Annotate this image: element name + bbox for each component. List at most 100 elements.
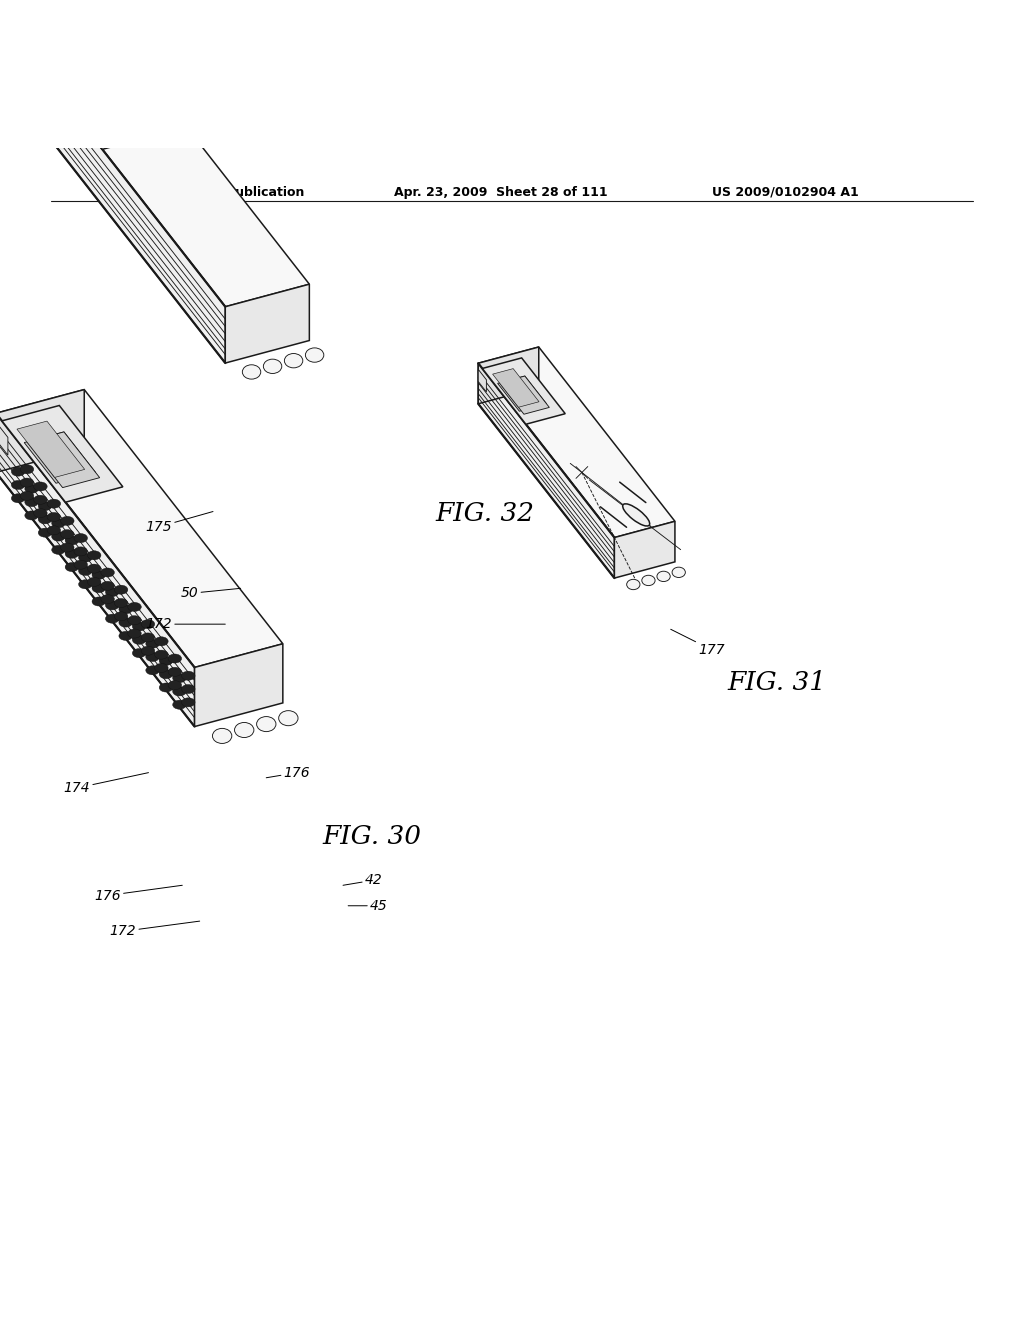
Ellipse shape — [642, 576, 655, 586]
Ellipse shape — [87, 564, 101, 573]
Polygon shape — [496, 381, 531, 411]
Ellipse shape — [87, 577, 101, 586]
Ellipse shape — [212, 729, 231, 743]
Ellipse shape — [155, 651, 168, 659]
Polygon shape — [22, 440, 74, 482]
Polygon shape — [0, 389, 84, 473]
Polygon shape — [482, 358, 565, 424]
Polygon shape — [225, 284, 309, 363]
Text: Apr. 23, 2009  Sheet 28 of 111: Apr. 23, 2009 Sheet 28 of 111 — [394, 186, 608, 198]
Ellipse shape — [623, 504, 649, 525]
Polygon shape — [498, 376, 547, 412]
Ellipse shape — [155, 664, 168, 672]
Ellipse shape — [132, 622, 145, 631]
Text: 176: 176 — [266, 766, 310, 780]
Ellipse shape — [51, 545, 66, 554]
Ellipse shape — [74, 546, 87, 556]
Ellipse shape — [257, 717, 275, 731]
Polygon shape — [2, 405, 123, 502]
Polygon shape — [17, 421, 85, 478]
Ellipse shape — [115, 585, 128, 594]
Ellipse shape — [115, 598, 128, 607]
Ellipse shape — [34, 482, 47, 491]
Polygon shape — [0, 389, 283, 668]
Ellipse shape — [141, 632, 155, 642]
Ellipse shape — [627, 579, 640, 590]
Polygon shape — [195, 644, 283, 726]
Ellipse shape — [672, 568, 685, 577]
Ellipse shape — [47, 512, 60, 521]
Ellipse shape — [119, 605, 132, 614]
Ellipse shape — [20, 478, 34, 487]
Ellipse shape — [285, 354, 303, 368]
Ellipse shape — [92, 583, 105, 593]
Polygon shape — [0, 422, 8, 455]
Ellipse shape — [279, 710, 298, 726]
Ellipse shape — [20, 465, 34, 474]
Ellipse shape — [168, 653, 181, 663]
Ellipse shape — [145, 639, 160, 648]
Ellipse shape — [155, 636, 168, 645]
Text: FIG. 31: FIG. 31 — [727, 671, 826, 696]
Text: 172: 172 — [145, 618, 225, 631]
Text: 176: 176 — [94, 886, 182, 903]
Text: Patent Application Publication: Patent Application Publication — [92, 186, 304, 198]
Ellipse shape — [145, 665, 160, 675]
Ellipse shape — [92, 570, 105, 579]
Text: 172: 172 — [110, 921, 200, 939]
Ellipse shape — [79, 553, 92, 562]
Ellipse shape — [74, 533, 87, 543]
Ellipse shape — [105, 587, 119, 597]
Ellipse shape — [100, 568, 115, 577]
Polygon shape — [478, 370, 486, 392]
Polygon shape — [500, 376, 549, 414]
Polygon shape — [56, 73, 121, 125]
Text: FIG. 32: FIG. 32 — [435, 502, 535, 527]
Ellipse shape — [11, 467, 25, 477]
Ellipse shape — [51, 532, 66, 541]
Ellipse shape — [79, 579, 92, 589]
Polygon shape — [36, 42, 120, 121]
Ellipse shape — [66, 536, 79, 545]
Text: FIG. 30: FIG. 30 — [323, 824, 422, 849]
Ellipse shape — [47, 525, 60, 535]
Polygon shape — [63, 82, 131, 131]
Ellipse shape — [60, 529, 74, 539]
Polygon shape — [0, 413, 195, 726]
Polygon shape — [478, 347, 675, 537]
Ellipse shape — [263, 359, 282, 374]
Ellipse shape — [173, 686, 186, 696]
Polygon shape — [493, 368, 539, 408]
Ellipse shape — [119, 631, 132, 640]
Polygon shape — [60, 90, 111, 129]
Ellipse shape — [168, 668, 181, 676]
Ellipse shape — [181, 698, 195, 708]
Ellipse shape — [11, 494, 25, 503]
Ellipse shape — [160, 669, 173, 678]
Polygon shape — [478, 347, 539, 404]
Ellipse shape — [38, 502, 52, 511]
Ellipse shape — [79, 566, 92, 576]
Text: 42: 42 — [343, 873, 383, 887]
Ellipse shape — [20, 491, 34, 500]
Ellipse shape — [60, 543, 74, 552]
Ellipse shape — [25, 498, 38, 507]
Polygon shape — [614, 521, 675, 578]
Ellipse shape — [234, 722, 254, 738]
Polygon shape — [27, 432, 99, 487]
Text: US 2009/0102904 A1: US 2009/0102904 A1 — [712, 186, 858, 198]
Ellipse shape — [25, 511, 38, 520]
Ellipse shape — [181, 672, 195, 680]
Ellipse shape — [173, 673, 186, 682]
Text: 50: 50 — [180, 586, 241, 601]
Ellipse shape — [87, 550, 101, 560]
Ellipse shape — [141, 619, 155, 628]
Ellipse shape — [119, 618, 132, 627]
Polygon shape — [66, 82, 135, 136]
Polygon shape — [25, 432, 95, 483]
Ellipse shape — [100, 594, 115, 603]
Ellipse shape — [11, 480, 25, 490]
Text: 174: 174 — [63, 772, 148, 795]
Ellipse shape — [160, 682, 173, 692]
Text: 177: 177 — [671, 630, 725, 657]
